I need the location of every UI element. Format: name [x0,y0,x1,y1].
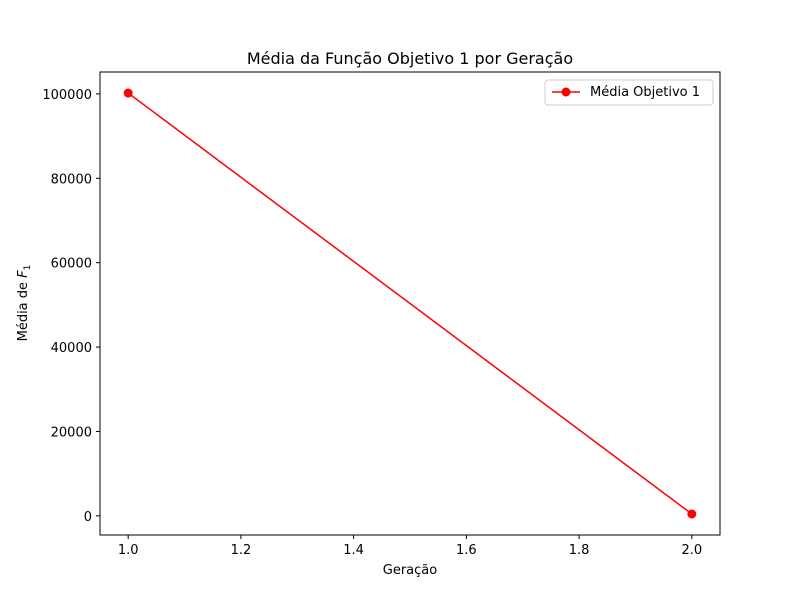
y-axis-label-prefix: Média de [16,278,31,342]
y-tick-label: 20000 [51,425,92,440]
y-axis-label-symbol: F [16,270,31,278]
y-axis-ticks: 0 20000 40000 60000 80000 100000 [42,88,100,525]
x-tick-label: 1.8 [569,543,590,558]
y-tick-label: 40000 [51,341,92,356]
legend-marker-sample [561,87,571,97]
data-point-marker [687,509,697,519]
y-tick-label: 60000 [51,257,92,272]
legend-box [544,79,714,106]
x-tick-label: 1.2 [231,543,252,558]
y-axis-label-subscript: 1 [23,265,33,271]
x-tick-label: 1.6 [456,543,477,558]
series-line [127,92,693,515]
chart-title: Média da Função Objetivo 1 por Geração [247,49,573,68]
y-tick-label: 0 [84,510,92,525]
x-axis-ticks: 1.0 1.2 1.4 1.6 1.8 2.0 [118,535,702,558]
series-layer [123,88,697,519]
x-tick-label: 1.0 [118,543,139,558]
y-tick-label: 100000 [42,88,92,103]
x-tick-label: 2.0 [681,543,702,558]
y-tick-label: 80000 [51,172,92,187]
plot-area: 1.0 1.2 1.4 1.6 1.8 2.0 0 20000 40000 60000 80000… [42,71,721,558]
x-axis-label: Geração [383,563,437,578]
y-axis-label: Média de F1 [16,265,33,342]
legend-entry-label: Média Objetivo 1 [590,85,700,100]
data-point-marker [123,88,133,98]
legend: Média Objetivo 1 [544,79,714,106]
x-tick-label: 1.4 [343,543,364,558]
